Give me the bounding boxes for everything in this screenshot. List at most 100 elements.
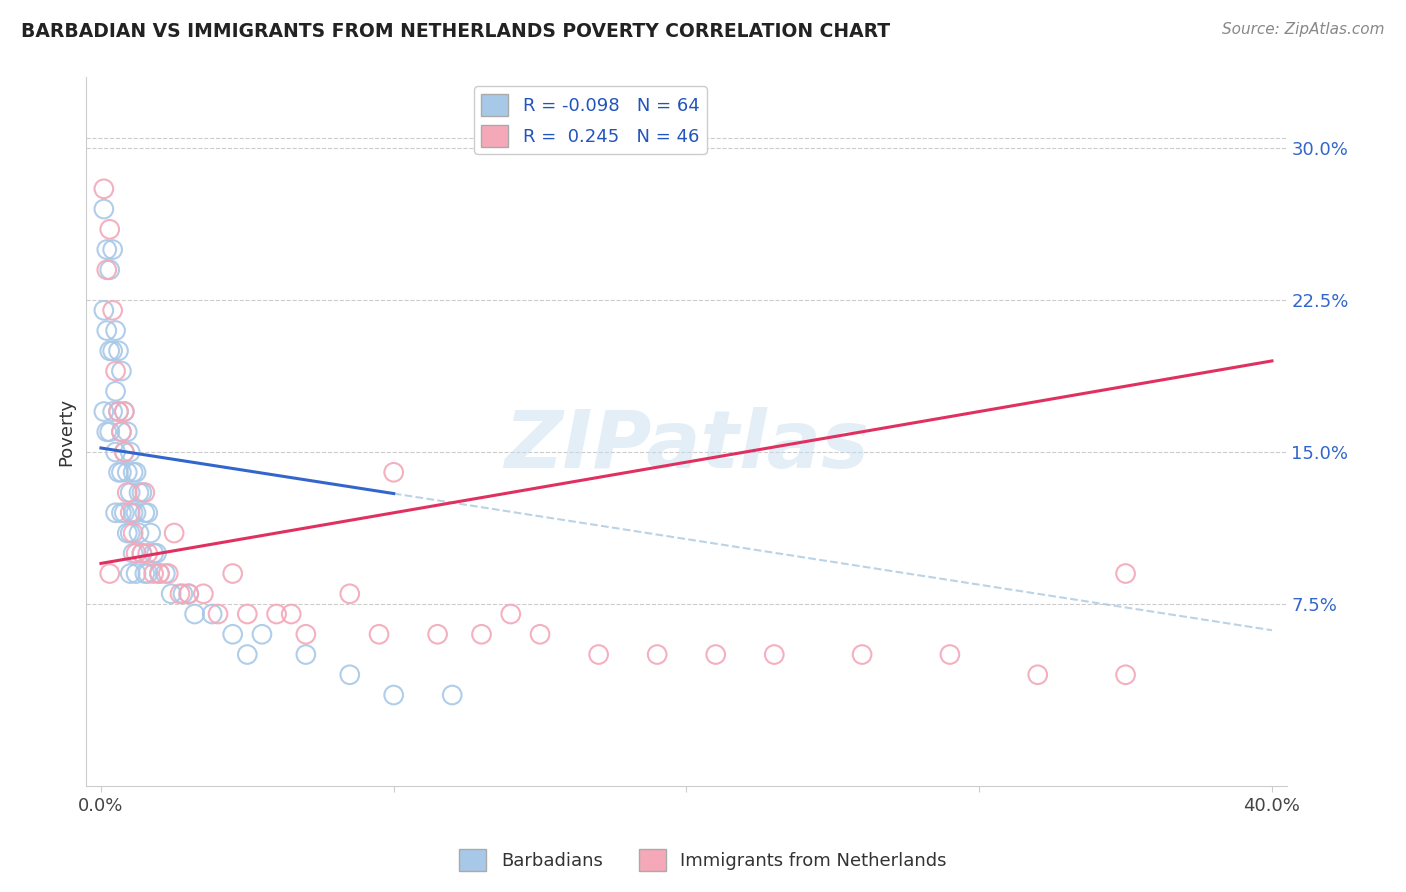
Point [588, 648, 610, 662]
Point [117, 425, 139, 439]
Point [101, 404, 124, 418]
Point [110, 506, 132, 520]
Point [136, 506, 159, 520]
Point [96, 425, 118, 439]
Point [136, 566, 159, 581]
Point [131, 546, 153, 560]
Point [236, 607, 259, 621]
Point [207, 607, 229, 621]
Point [112, 506, 135, 520]
Point [112, 404, 135, 418]
Point [295, 648, 318, 662]
Point [101, 343, 124, 358]
Point [110, 425, 132, 439]
Point [177, 587, 200, 601]
Point [529, 627, 551, 641]
Point [1115, 667, 1137, 681]
Text: BARBADIAN VS IMMIGRANTS FROM NETHERLANDS POVERTY CORRELATION CHART: BARBADIAN VS IMMIGRANTS FROM NETHERLANDS… [21, 22, 890, 41]
Point [160, 587, 183, 601]
Point [93, 202, 115, 216]
Point [201, 607, 224, 621]
Point [122, 506, 145, 520]
Point [172, 587, 194, 601]
Point [104, 324, 127, 338]
Point [101, 243, 124, 257]
Point [98, 425, 121, 439]
Point [1115, 566, 1137, 581]
Point [93, 182, 115, 196]
Point [107, 404, 129, 418]
Point [134, 485, 156, 500]
Point [101, 303, 124, 318]
Point [148, 566, 170, 581]
Point [193, 587, 215, 601]
Point [104, 364, 127, 378]
Point [368, 627, 391, 641]
Point [98, 343, 121, 358]
Point [96, 243, 118, 257]
Legend: R = -0.098   N = 64, R =  0.245   N = 46: R = -0.098 N = 64, R = 0.245 N = 46 [474, 87, 707, 154]
Point [155, 566, 177, 581]
Point [236, 648, 259, 662]
Point [441, 688, 464, 702]
Point [266, 607, 288, 621]
Point [169, 587, 191, 601]
Point [110, 425, 132, 439]
Point [470, 627, 492, 641]
Point [96, 324, 118, 338]
Legend: Barbadians, Immigrants from Netherlands: Barbadians, Immigrants from Netherlands [451, 842, 955, 879]
Point [122, 546, 145, 560]
Point [104, 445, 127, 459]
Point [125, 465, 148, 479]
Point [112, 445, 135, 459]
Point [295, 627, 318, 641]
Point [98, 262, 121, 277]
Point [148, 566, 170, 581]
Point [221, 627, 243, 641]
Point [142, 546, 165, 560]
Point [104, 506, 127, 520]
Point [120, 526, 142, 541]
Point [110, 364, 132, 378]
Point [134, 566, 156, 581]
Point [107, 465, 129, 479]
Point [128, 485, 150, 500]
Point [382, 688, 405, 702]
Point [120, 485, 142, 500]
Point [136, 546, 159, 560]
Point [128, 526, 150, 541]
Point [112, 404, 135, 418]
Point [645, 648, 668, 662]
Text: ZIPatlas: ZIPatlas [503, 407, 869, 485]
Point [183, 607, 205, 621]
Point [107, 404, 129, 418]
Point [177, 587, 200, 601]
Point [117, 485, 139, 500]
Point [122, 465, 145, 479]
Point [763, 648, 786, 662]
Point [110, 465, 132, 479]
Point [125, 566, 148, 581]
Point [426, 627, 449, 641]
Point [339, 587, 361, 601]
Point [93, 404, 115, 418]
Point [98, 222, 121, 236]
Point [382, 465, 405, 479]
Point [125, 546, 148, 560]
Point [339, 667, 361, 681]
Point [1026, 667, 1049, 681]
Point [120, 445, 142, 459]
Point [131, 546, 153, 560]
Point [107, 343, 129, 358]
Point [117, 526, 139, 541]
Point [939, 648, 962, 662]
Point [104, 384, 127, 399]
Point [96, 262, 118, 277]
Point [221, 566, 243, 581]
Y-axis label: Poverty: Poverty [58, 398, 75, 466]
Point [112, 445, 135, 459]
Point [134, 506, 156, 520]
Point [704, 648, 727, 662]
Point [163, 526, 186, 541]
Point [117, 465, 139, 479]
